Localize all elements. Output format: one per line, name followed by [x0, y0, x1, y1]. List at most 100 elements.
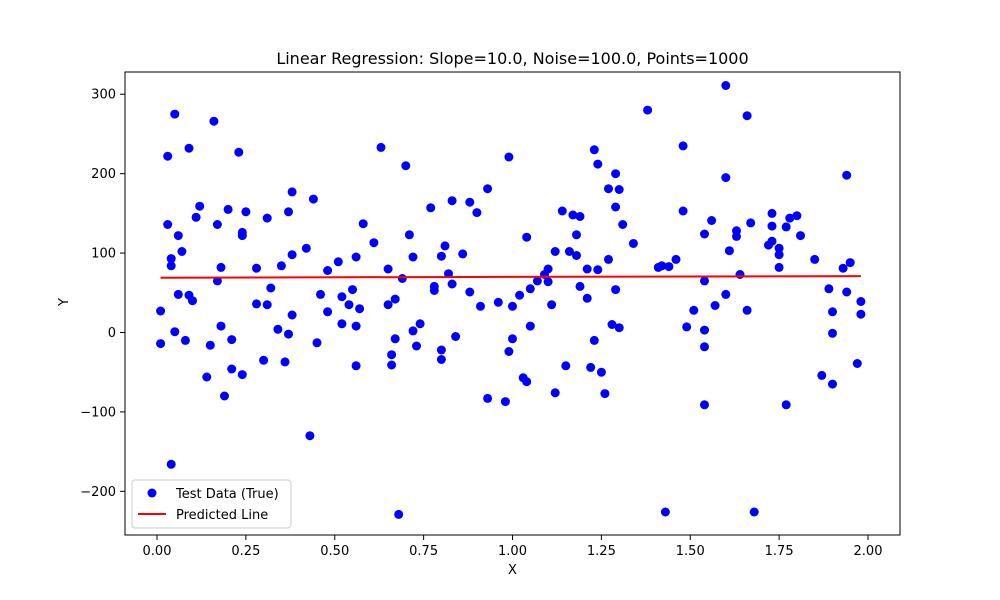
data-point	[212, 276, 222, 286]
data-point	[628, 239, 638, 248]
data-point	[234, 147, 244, 157]
x-tick-label: 1.00	[498, 544, 527, 559]
data-point	[593, 159, 603, 169]
data-point	[707, 216, 717, 225]
legend-label-predicted-line: Predicted Line	[176, 508, 268, 523]
data-point	[212, 220, 222, 229]
data-point	[166, 261, 176, 271]
data-point	[767, 208, 777, 218]
data-point	[397, 274, 407, 283]
data-point	[451, 332, 461, 341]
data-point	[792, 211, 802, 221]
data-point	[312, 338, 322, 348]
data-point	[682, 322, 692, 332]
data-point	[266, 283, 276, 293]
data-point	[166, 459, 176, 469]
data-point	[561, 361, 571, 371]
data-point	[842, 170, 852, 180]
data-point	[504, 347, 514, 356]
data-point	[259, 355, 269, 365]
data-point	[522, 232, 532, 242]
data-point	[614, 185, 624, 194]
data-point	[817, 370, 827, 380]
data-point	[387, 350, 397, 360]
data-point	[191, 212, 201, 222]
data-point	[252, 263, 261, 273]
data-point	[284, 329, 293, 339]
data-point	[351, 252, 361, 262]
data-point	[721, 81, 731, 90]
data-point	[216, 321, 226, 331]
data-point	[643, 105, 653, 115]
data-point	[447, 279, 457, 289]
data-point	[796, 231, 805, 241]
data-point	[202, 372, 212, 382]
y-tick-label: 300	[91, 88, 116, 103]
data-point	[678, 141, 688, 151]
data-point	[500, 397, 510, 407]
data-point	[308, 194, 318, 204]
data-point	[465, 287, 475, 297]
x-tick-label: 1.75	[765, 544, 794, 559]
data-point	[337, 319, 347, 329]
data-point	[735, 270, 745, 279]
y-tick-label: −100	[80, 405, 116, 420]
data-point	[287, 250, 297, 260]
x-tick-label: 1.25	[587, 544, 616, 559]
data-point	[781, 222, 791, 232]
data-point	[262, 213, 272, 223]
data-point	[746, 218, 756, 228]
data-point	[710, 301, 720, 310]
data-point	[543, 277, 553, 287]
data-point	[856, 297, 866, 306]
data-point	[543, 264, 553, 274]
data-point	[440, 241, 450, 251]
data-point	[522, 377, 532, 387]
data-point	[376, 142, 386, 152]
data-point	[323, 307, 333, 317]
data-point	[173, 289, 183, 299]
y-axis-label: Y	[57, 298, 72, 307]
data-point	[305, 431, 315, 441]
data-point	[216, 262, 226, 272]
data-point	[532, 276, 542, 286]
data-point	[220, 391, 229, 401]
legend-box	[131, 479, 292, 529]
data-point	[472, 208, 482, 218]
data-point	[568, 210, 578, 220]
data-point	[184, 143, 194, 153]
data-point	[657, 261, 667, 271]
data-point	[387, 360, 397, 370]
data-point	[408, 326, 418, 336]
data-point	[742, 305, 752, 315]
data-point	[852, 359, 862, 368]
data-point	[458, 249, 468, 259]
data-point	[156, 306, 166, 316]
x-axis-label: X	[508, 563, 517, 578]
data-point	[483, 184, 493, 194]
data-point	[170, 109, 180, 119]
data-point	[465, 197, 475, 207]
data-point	[732, 231, 741, 241]
data-point	[504, 152, 514, 162]
data-point	[767, 236, 777, 246]
data-point	[575, 212, 585, 221]
data-point	[572, 251, 581, 260]
data-point	[355, 304, 365, 314]
data-point	[525, 321, 535, 331]
data-point	[824, 284, 834, 294]
data-point	[828, 379, 837, 389]
x-tick-label: 0.25	[231, 544, 260, 559]
data-point	[589, 145, 599, 155]
data-point	[575, 281, 585, 291]
data-point	[589, 335, 599, 345]
data-point	[810, 254, 820, 264]
data-point	[483, 393, 493, 403]
data-point	[316, 289, 325, 299]
data-point	[550, 388, 560, 398]
data-point	[237, 370, 247, 380]
data-point	[436, 345, 446, 355]
data-point	[781, 400, 791, 410]
data-point	[227, 364, 237, 374]
